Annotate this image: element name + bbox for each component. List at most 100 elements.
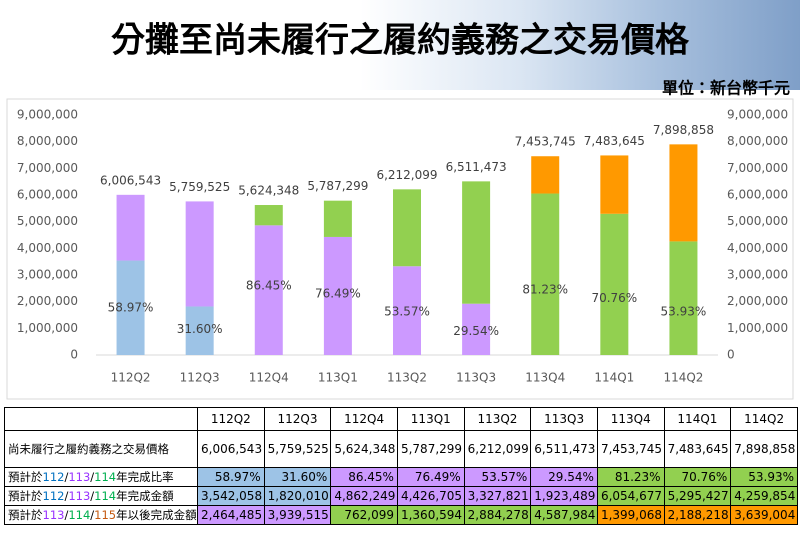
bar-segment [393,189,421,267]
bar-segment [462,303,491,355]
ratio-label: 29.54% [453,324,499,338]
ratio-label: 81.23% [522,283,568,297]
row-label-part: 113 [68,489,91,503]
data-table: 112Q2 112Q3 112Q4 113Q1 113Q2 113Q3 113Q4 114Q1… [4,407,798,525]
x-tick-label: 113Q3 [456,371,496,385]
row-label-part: 113 [42,508,65,522]
table-cell: 4,426,705 [396,486,465,506]
table-row: 預計於113/114/115年以後完成金額 2,464,485 3,939,515 7… [4,505,798,525]
bar-segment [393,266,421,355]
y-tick-label: 7,000,000 [17,161,78,175]
y2-tick-label: 9,000,000 [727,108,788,122]
bar-segment [323,236,352,355]
table-cell: 4,862,249 [330,486,398,506]
table-cell: 5,624,348 [330,430,398,468]
bar-segment [531,156,560,194]
y2-tick-label: 8,000,000 [727,134,788,148]
chart-title: 分攤至尚未履行之履約義務之交易價格 [111,21,690,61]
row-label-part: 114 [94,489,117,503]
row-label-part: 年完成金額 [116,489,174,503]
table-row: 尚未履行之履約義務之交易價格 6,006,543 5,759,525 5,624,34… [4,430,798,468]
table-cell: 7,898,858 [730,430,798,468]
y-tick-label: 5,000,000 [17,214,78,228]
table-cell: 3,542,058 [197,486,265,506]
row-label-part: / [64,508,69,522]
table-row: 預計於112/113/114年完成比率 58.97% 31.60% 86.45% 76.… [4,467,798,487]
row-label-part: 預計於 [8,508,43,522]
header-cell: 113Q4 [596,407,665,431]
bar-segment [185,306,214,355]
ratio-label: 70.76% [591,291,637,305]
row-label-part: / [90,470,95,484]
ratio-label: 86.45% [246,278,292,292]
y-tick-label: 3,000,000 [17,268,78,282]
y-tick-label: 0 [70,348,78,362]
table-cell: 2,884,278 [463,505,532,525]
total-label: 5,787,299 [307,179,368,193]
y2-tick-label: 0 [727,348,735,362]
unit-label: 單位：新台幣千元 [662,79,790,98]
header-cell: 114Q2 [730,407,798,431]
total-label: 6,511,473 [446,160,507,174]
table-cell: 3,939,515 [263,505,332,525]
x-tick-label: 112Q2 [111,371,151,385]
row-label-part: 112 [42,489,65,503]
table-cell: 6,006,543 [197,430,265,468]
table-cell: 5,787,299 [396,430,465,468]
y-tick-label: 8,000,000 [17,134,78,148]
x-tick-label: 113Q4 [525,371,565,385]
ratio-label: 58.97% [108,300,154,314]
row-label: 預計於112/113/114年完成比率 [4,467,198,487]
bar-segment [254,205,283,226]
table-cell: 70.76% [663,467,732,487]
ratio-label: 53.57% [384,305,430,319]
x-tick-label: 113Q1 [318,371,358,385]
row-label-part: 113 [68,470,91,484]
row-label-part: 預計於 [8,470,43,484]
header-cell: 112Q4 [330,407,398,431]
table-cell: 7,483,645 [663,430,732,468]
table-cell: 29.54% [530,467,598,487]
header-cell: 113Q2 [463,407,532,431]
table-cell: 2,188,218 [663,505,732,525]
table-cell: 53.93% [730,467,798,487]
table-cell: 2,464,485 [197,505,265,525]
table-cell: 76.49% [396,467,465,487]
plot-frame [6,98,794,400]
table-cell: 6,511,473 [530,430,598,468]
header-background [0,0,800,90]
header-cell: 112Q3 [263,407,332,431]
total-label: 6,212,099 [376,168,437,182]
row-label-part: / [64,489,69,503]
bar-segment [323,200,352,237]
row-label-part: / [64,470,69,484]
bar-segment [254,225,283,355]
bar-segment [462,181,491,304]
corner-cell [4,407,198,431]
total-label: 7,898,858 [653,123,714,137]
total-label: 7,483,645 [584,134,645,148]
x-tick-label: 113Q2 [387,371,427,385]
chart: 分攤至尚未履行之履約義務之交易價格 單位：新台幣千元 0 1,000,000 2,0… [6,21,794,400]
y2-tick-label: 1,000,000 [727,321,788,335]
y2-tick-label: 6,000,000 [727,188,788,202]
y2-tick-label: 5,000,000 [727,214,788,228]
table-cell: 58.97% [197,467,265,487]
header-cell: 113Q3 [530,407,598,431]
table-cell: 5,759,525 [263,430,332,468]
y-tick-label: 1,000,000 [17,321,78,335]
row-label-part: 尚未履行之履約義務之交易價格 [8,442,169,456]
bar-segment [116,260,145,355]
table-cell: 762,099 [330,505,398,525]
x-tick-label: 112Q3 [180,371,220,385]
row-label: 尚未履行之履約義務之交易價格 [4,430,198,468]
total-label: 5,624,348 [238,184,299,198]
header-cell: 112Q2 [197,407,265,431]
total-label: 7,453,745 [515,135,576,149]
x-tick-label: 112Q4 [249,371,289,385]
table-cell: 3,327,821 [463,486,532,506]
table-cell: 31.60% [263,467,332,487]
table-cell: 6,212,099 [463,430,532,468]
ratio-label: 76.49% [315,286,361,300]
